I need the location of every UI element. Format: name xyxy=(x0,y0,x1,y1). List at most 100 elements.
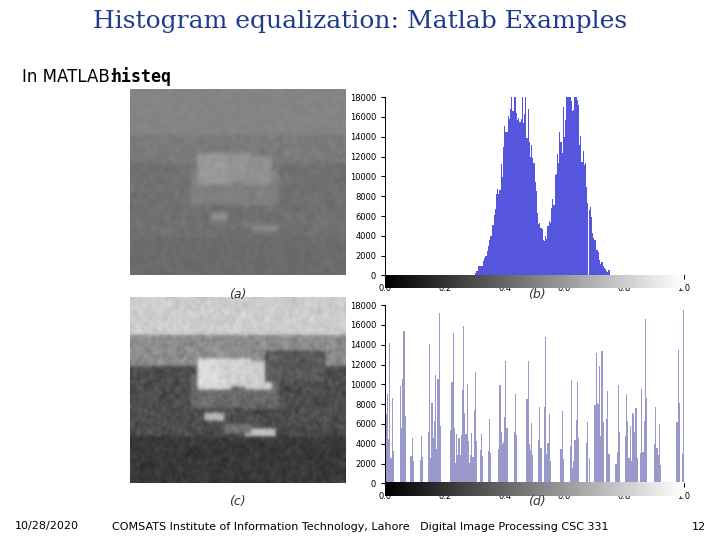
Bar xyxy=(490,236,491,275)
Text: (a): (a) xyxy=(229,288,246,301)
Bar xyxy=(536,191,537,275)
Bar xyxy=(591,217,592,275)
Bar xyxy=(522,97,523,275)
Bar xyxy=(459,455,461,483)
Text: 10/28/2020: 10/28/2020 xyxy=(14,522,78,531)
Bar xyxy=(601,351,603,483)
Bar xyxy=(646,398,647,483)
Bar xyxy=(625,436,626,483)
Bar xyxy=(526,399,528,483)
Bar xyxy=(605,268,606,275)
Text: (b): (b) xyxy=(528,288,545,301)
Text: Histogram equalization: Matlab Examples: Histogram equalization: Matlab Examples xyxy=(93,10,627,33)
Bar xyxy=(384,389,386,483)
Bar xyxy=(579,145,580,275)
Bar xyxy=(578,438,579,483)
Bar xyxy=(481,266,482,275)
Bar xyxy=(508,116,509,275)
Bar xyxy=(590,207,591,275)
Bar xyxy=(450,429,451,483)
Bar xyxy=(532,455,534,483)
Bar xyxy=(492,225,494,275)
Bar xyxy=(571,380,572,483)
Bar xyxy=(606,419,607,483)
Bar xyxy=(597,250,598,275)
Bar xyxy=(503,442,504,483)
Bar xyxy=(606,271,607,275)
Bar xyxy=(608,271,610,275)
Bar xyxy=(566,97,567,275)
Bar xyxy=(608,454,610,483)
Bar xyxy=(456,434,457,483)
Text: histeq: histeq xyxy=(112,67,171,86)
Bar xyxy=(607,392,608,483)
Bar xyxy=(547,226,549,275)
Bar xyxy=(595,250,597,275)
Bar xyxy=(528,443,530,483)
Bar xyxy=(573,461,575,483)
Bar xyxy=(599,367,600,483)
Bar xyxy=(551,208,552,275)
Bar xyxy=(567,97,569,275)
Bar xyxy=(642,451,644,483)
Bar xyxy=(476,271,477,275)
Bar xyxy=(575,97,577,275)
Bar xyxy=(437,379,438,483)
Bar xyxy=(600,264,601,275)
Bar xyxy=(462,389,463,483)
Bar xyxy=(393,451,394,483)
Bar xyxy=(531,145,532,275)
Bar xyxy=(498,194,500,275)
Bar xyxy=(565,120,566,275)
Bar xyxy=(487,246,489,275)
Bar xyxy=(599,260,600,275)
Bar xyxy=(657,455,659,483)
Bar xyxy=(470,455,472,483)
Bar xyxy=(498,449,500,483)
Bar xyxy=(654,444,655,483)
Bar xyxy=(582,151,584,275)
Bar xyxy=(558,164,559,275)
Bar xyxy=(500,431,502,483)
Bar xyxy=(577,382,578,483)
Bar xyxy=(679,403,680,483)
Bar xyxy=(420,461,421,483)
Bar xyxy=(597,403,598,483)
Text: (d): (d) xyxy=(528,495,545,508)
Bar xyxy=(504,417,505,483)
Bar xyxy=(487,451,489,483)
Bar xyxy=(388,439,390,483)
Bar xyxy=(600,436,601,483)
Bar xyxy=(683,310,685,483)
Bar xyxy=(489,240,490,275)
Bar xyxy=(545,337,546,483)
Bar xyxy=(570,97,571,275)
Bar xyxy=(562,411,563,483)
Bar xyxy=(480,450,481,483)
Bar xyxy=(560,142,562,275)
Bar xyxy=(467,384,468,483)
Bar xyxy=(521,119,522,275)
Bar xyxy=(552,199,554,275)
Bar xyxy=(433,438,434,483)
Bar xyxy=(422,457,423,483)
Bar xyxy=(535,182,536,275)
Bar xyxy=(539,407,541,483)
Bar xyxy=(659,424,660,483)
Bar xyxy=(619,432,620,483)
Bar xyxy=(598,253,599,275)
Bar xyxy=(572,468,573,483)
Bar xyxy=(556,174,557,275)
Bar xyxy=(516,113,517,275)
Bar xyxy=(435,375,436,483)
Bar xyxy=(454,428,455,483)
Bar xyxy=(577,100,578,275)
Bar xyxy=(570,447,571,483)
Bar xyxy=(519,122,521,275)
Bar xyxy=(538,441,539,483)
Bar xyxy=(457,455,459,483)
Bar xyxy=(463,326,464,483)
Bar xyxy=(524,114,525,275)
Text: (c): (c) xyxy=(229,495,246,508)
Bar xyxy=(505,361,506,483)
